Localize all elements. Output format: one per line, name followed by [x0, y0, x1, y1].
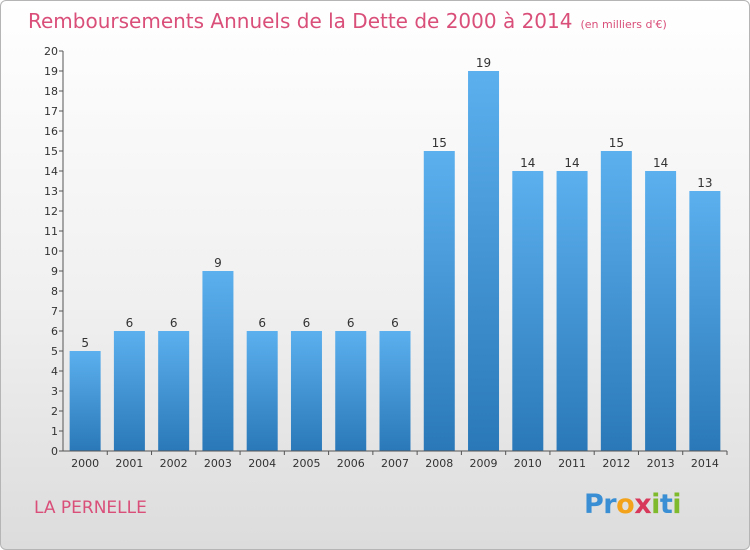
data-label-2005: 6: [303, 316, 311, 330]
data-label-2008: 15: [432, 136, 447, 150]
bar-2008: [423, 151, 455, 451]
data-label-2003: 9: [214, 256, 222, 270]
bar-2004: [246, 331, 278, 451]
bar-2007: [379, 331, 411, 451]
x-tick-label-2014: 2014: [691, 457, 719, 470]
x-tick-label-2007: 2007: [381, 457, 409, 470]
x-tick-label-2005: 2005: [292, 457, 320, 470]
logo-letter: t: [659, 489, 673, 520]
y-tick-label: 12: [44, 205, 58, 218]
y-tick-label: 14: [44, 165, 58, 178]
data-label-2012: 15: [609, 136, 624, 150]
bar-2005: [290, 331, 322, 451]
y-tick-label: 17: [44, 105, 58, 118]
proxiti-logo: Proxiti: [584, 489, 682, 520]
data-label-2013: 14: [653, 156, 668, 170]
x-tick-label-2012: 2012: [602, 457, 630, 470]
x-tick-label-2010: 2010: [514, 457, 542, 470]
x-tick-label-2006: 2006: [337, 457, 365, 470]
y-tick-label: 15: [44, 145, 58, 158]
bar-2010: [512, 171, 544, 451]
chart-subtitle: (en milliers d'€): [580, 18, 667, 31]
data-label-2014: 13: [697, 176, 712, 190]
x-tick-label-2011: 2011: [558, 457, 586, 470]
bar-2013: [645, 171, 677, 451]
bar-2014: [689, 191, 721, 451]
y-tick-label: 2: [51, 405, 58, 418]
data-label-2001: 6: [126, 316, 134, 330]
y-tick-label: 13: [44, 185, 58, 198]
chart-title-text: Remboursements Annuels de la Dette de 20…: [28, 9, 573, 33]
data-label-2010: 14: [520, 156, 535, 170]
data-label-2000: 5: [81, 336, 89, 350]
y-tick-label: 7: [51, 305, 58, 318]
data-label-2007: 6: [391, 316, 399, 330]
x-tick-label-2001: 2001: [115, 457, 143, 470]
y-tick-label: 19: [44, 65, 58, 78]
place-name: LA PERNELLE: [34, 498, 147, 518]
y-tick-label: 9: [51, 265, 58, 278]
y-tick-label: 6: [51, 325, 58, 338]
x-tick-label-2003: 2003: [204, 457, 232, 470]
bar-2003: [202, 271, 234, 451]
data-label-2004: 6: [258, 316, 266, 330]
y-tick-label: 3: [51, 385, 58, 398]
bar-2001: [113, 331, 145, 451]
x-tick-label-2008: 2008: [425, 457, 453, 470]
y-tick-label: 10: [44, 245, 58, 258]
chart-title: Remboursements Annuels de la Dette de 20…: [28, 9, 667, 33]
y-tick-label: 0: [51, 445, 58, 458]
logo-letter: x: [634, 489, 652, 520]
logo-letter: r: [603, 489, 617, 520]
data-label-2002: 6: [170, 316, 178, 330]
y-tick-label: 20: [44, 45, 58, 58]
data-label-2009: 19: [476, 56, 491, 70]
bar-2011: [556, 171, 588, 451]
data-label-2011: 14: [564, 156, 579, 170]
logo-letter: P: [584, 489, 604, 520]
bar-2012: [600, 151, 632, 451]
x-tick-label-2009: 2009: [470, 457, 498, 470]
y-tick-label: 11: [44, 225, 58, 238]
y-tick-label: 4: [51, 365, 58, 378]
logo-letter: o: [616, 489, 635, 520]
y-tick-label: 18: [44, 85, 58, 98]
bar-2009: [468, 71, 500, 451]
y-tick-label: 1: [51, 425, 58, 438]
x-tick-label-2000: 2000: [71, 457, 99, 470]
logo-letter: i: [651, 489, 660, 520]
y-tick-label: 5: [51, 345, 58, 358]
logo-letter: i: [672, 489, 682, 520]
x-tick-label-2002: 2002: [160, 457, 188, 470]
bar-2006: [335, 331, 367, 451]
y-tick-label: 16: [44, 125, 58, 138]
bar-2002: [158, 331, 190, 451]
data-label-2006: 6: [347, 316, 355, 330]
y-tick-label: 8: [51, 285, 58, 298]
x-tick-label-2004: 2004: [248, 457, 276, 470]
bars-group: 5 6 6 9 6 6 6 6 15 19 14 14 15 14 13: [69, 56, 721, 451]
bar-2000: [69, 351, 101, 451]
x-tick-label-2013: 2013: [647, 457, 675, 470]
